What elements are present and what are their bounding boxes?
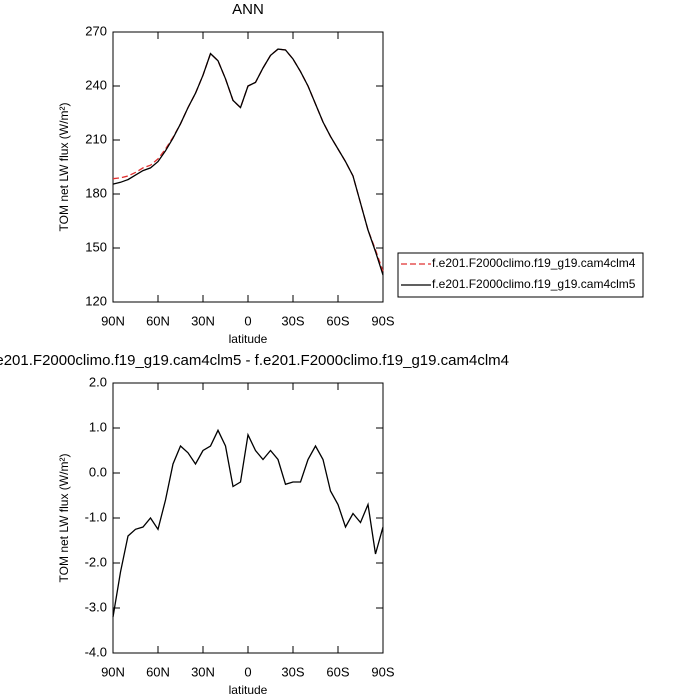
series-line [112, 428, 384, 618]
chart-title: f.e201.F2000climo.f19_g19.cam4clm5 - f.e… [0, 352, 509, 369]
y-tick-label: -4.0 [85, 644, 107, 659]
x-tick-label: 30N [191, 664, 215, 679]
plot-frame [112, 31, 384, 303]
legend-label: f.e201.F2000climo.f19_g19.cam4clm5 [432, 277, 636, 291]
legend-box [397, 252, 644, 298]
y-tick-label: 1.0 [89, 419, 107, 434]
chart-title: ANN [232, 1, 264, 18]
y-tick-label: 0.0 [89, 464, 107, 479]
x-tick-label: 60S [326, 313, 349, 328]
y-axis-label: TOM net LW flux (W/m²) [57, 103, 71, 232]
y-tick-label: -3.0 [85, 599, 107, 614]
y-tick-label: -1.0 [85, 509, 107, 524]
series-line [112, 48, 384, 276]
y-tick-label: 180 [85, 185, 107, 200]
y-tick-label: -2.0 [85, 554, 107, 569]
y-tick-label: 270 [85, 23, 107, 38]
x-tick-label: 0 [244, 313, 251, 328]
plot-frame [112, 382, 384, 654]
y-tick-label: 2.0 [89, 374, 107, 389]
x-tick-label: 90N [101, 664, 125, 679]
x-tick-label: 60N [146, 313, 170, 328]
x-tick-label: 30S [281, 664, 304, 679]
x-tick-label: 90S [371, 664, 394, 679]
y-tick-label: 150 [85, 239, 107, 254]
legend-label: f.e201.F2000climo.f19_g19.cam4clm4 [432, 256, 636, 270]
x-axis-label: latitude [229, 332, 268, 346]
series-line [112, 48, 384, 272]
y-tick-label: 240 [85, 77, 107, 92]
y-axis-label: TOM net LW flux (W/m²) [57, 454, 71, 583]
y-tick-label: 120 [85, 293, 107, 308]
y-tick-label: 210 [85, 131, 107, 146]
x-tick-label: 60N [146, 664, 170, 679]
x-tick-label: 90N [101, 313, 125, 328]
x-tick-label: 60S [326, 664, 349, 679]
x-tick-label: 90S [371, 313, 394, 328]
x-axis-label: latitude [229, 683, 268, 697]
x-tick-label: 30S [281, 313, 304, 328]
x-tick-label: 0 [244, 664, 251, 679]
x-tick-label: 30N [191, 313, 215, 328]
